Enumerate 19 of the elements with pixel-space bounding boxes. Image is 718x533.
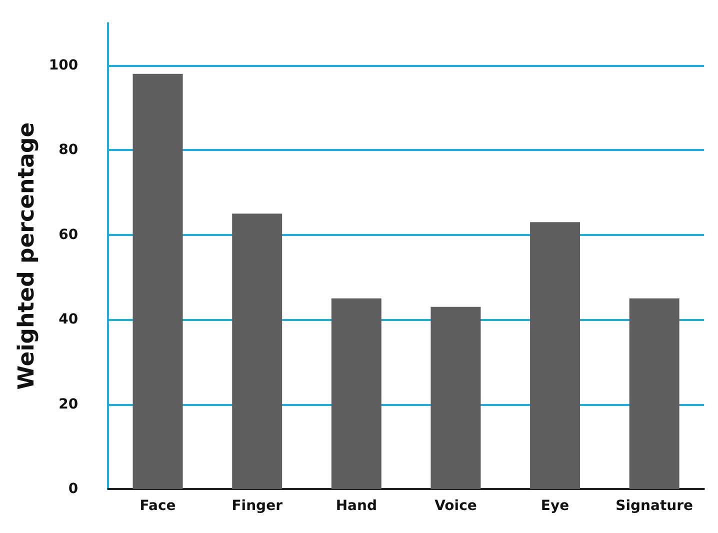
- x-tick-label: Hand: [336, 498, 377, 514]
- x-tick-label: Finger: [232, 498, 283, 514]
- y-tick-label: 40: [58, 312, 78, 328]
- x-tick-label: Face: [140, 498, 176, 514]
- x-tick-label: Signature: [616, 498, 694, 514]
- y-tick-label: 100: [48, 57, 78, 74]
- y-axis-title: Weighted percentage: [14, 122, 40, 390]
- y-tick-label: 0: [68, 481, 78, 497]
- bar: [530, 222, 580, 489]
- bar: [629, 298, 680, 489]
- bar: [132, 74, 183, 489]
- y-tick-label: 80: [58, 142, 78, 158]
- x-tick-label: Eye: [540, 498, 570, 514]
- y-tick-label: 60: [58, 226, 78, 243]
- bar: [331, 298, 382, 489]
- x-tick-label: Voice: [434, 498, 477, 514]
- bar: [430, 306, 481, 489]
- y-tick-label: 20: [58, 396, 78, 412]
- bar: [232, 214, 282, 489]
